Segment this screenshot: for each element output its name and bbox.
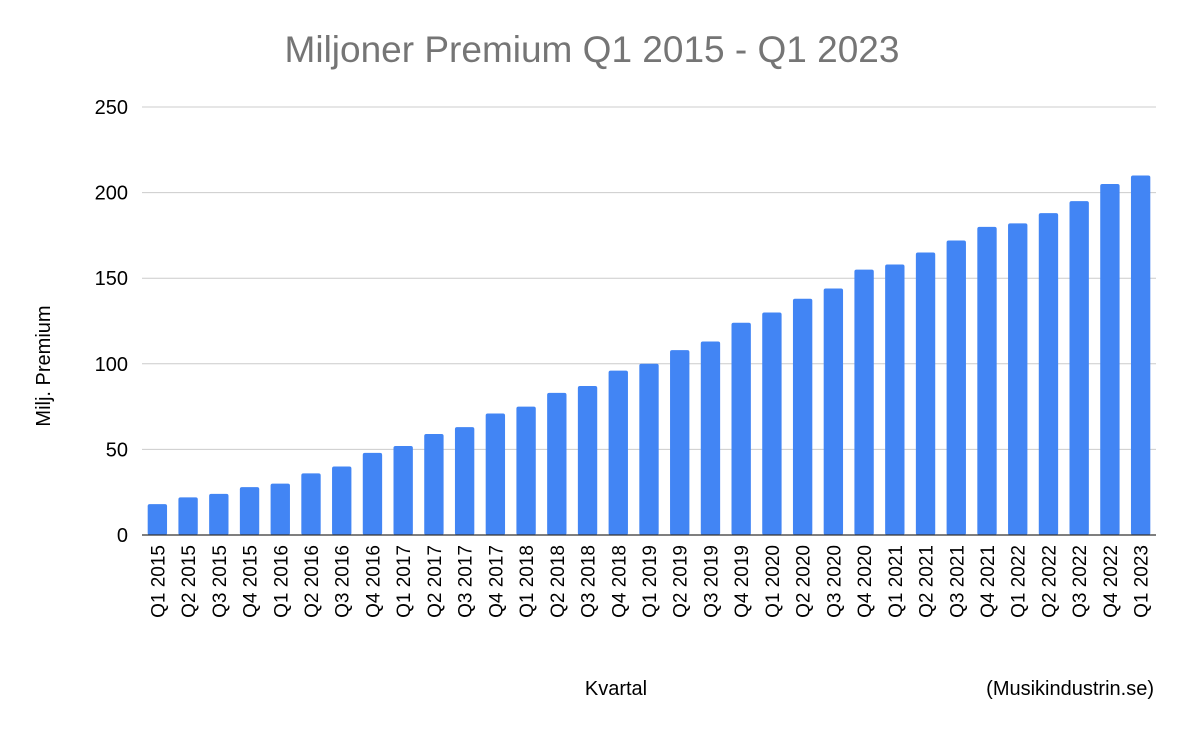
bar [792,298,813,535]
x-tick-label: Q1 2018 [517,545,538,618]
y-axis-ticks: 0 50 100 150 200 250 [95,97,128,547]
x-tick-label: Q1 2017 [394,545,415,618]
bar [485,413,506,535]
bar [915,252,936,535]
x-tick-label: Q4 2019 [732,545,753,618]
y-axis-label: Milj. Premium [33,305,55,426]
bar [301,473,321,535]
x-tick-label: Q4 2018 [609,545,630,618]
bar [239,487,260,535]
x-tick-label: Q1 2020 [763,545,784,618]
x-tick-label: Q4 2016 [363,545,384,618]
x-tick-label: Q1 2015 [148,545,169,618]
bar [332,466,352,535]
bar [731,322,751,535]
x-tick-label: Q1 2023 [1132,545,1153,618]
x-tick-label: Q2 2020 [794,545,815,618]
bar [1008,223,1028,535]
bar [762,312,782,535]
x-tick-label: Q4 2017 [486,545,507,618]
x-tick-label: Q2 2022 [1039,545,1060,618]
x-tick-label: Q1 2022 [1009,545,1030,618]
x-tick-label: Q3 2022 [1070,545,1091,618]
bar [885,264,905,535]
x-tick-label: Q3 2016 [333,545,354,618]
x-tick-label: Q2 2016 [302,545,323,618]
bar [700,341,721,535]
x-tick-label: Q2 2018 [548,545,569,618]
bar [608,370,628,535]
bar [670,350,690,535]
x-tick-label: Q4 2022 [1101,545,1122,618]
x-tick-label: Q3 2021 [947,545,968,618]
bar [946,240,966,535]
bar [823,288,844,535]
y-tick-label: 250 [95,97,128,119]
x-tick-label: Q2 2015 [179,545,200,618]
x-tick-label: Q1 2019 [640,545,661,618]
bar [454,427,475,535]
bar [270,483,290,535]
y-tick-label: 150 [95,268,128,290]
y-tick-label: 50 [106,439,128,461]
x-axis-ticks: Q1 2015 Q2 2015 Q3 2015 Q4 2015 Q1 2016 Q2 20… [148,545,1152,618]
x-tick-label: Q2 2019 [671,545,692,618]
bar [516,406,536,535]
bar [1100,184,1120,536]
chart-title: Miljoner Premium Q1 2015 - Q1 2023 [285,29,900,70]
bar [393,445,413,535]
x-tick-label: Q1 2016 [271,545,292,618]
x-tick-label: Q4 2021 [978,545,999,618]
bar [424,433,444,535]
bar [147,504,168,535]
bar [1069,201,1089,535]
bar [362,452,383,535]
bar [854,269,874,535]
x-tick-label: Q1 2021 [886,545,907,618]
x-tick-label: Q3 2020 [824,545,845,618]
source-note: (Musikindustrin.se) [986,678,1154,700]
y-tick-label: 0 [117,525,128,547]
y-tick-label: 200 [95,183,128,205]
x-axis-label: Kvartal [585,678,647,700]
x-tick-label: Q4 2020 [855,545,876,618]
x-tick-label: Q3 2018 [579,545,600,618]
bars [147,175,1151,536]
bar [577,386,598,535]
x-tick-label: Q3 2015 [210,545,231,618]
bar [1038,213,1059,536]
x-tick-label: Q3 2017 [456,545,477,618]
bar [209,493,229,535]
bar [977,226,997,535]
bar [639,363,659,535]
x-tick-label: Q3 2019 [701,545,722,618]
bar [547,392,567,535]
bar [1130,175,1151,536]
x-tick-label: Q4 2015 [241,545,262,618]
x-tick-label: Q2 2021 [917,545,938,618]
bar [178,497,198,535]
x-tick-label: Q2 2017 [425,545,446,618]
y-tick-label: 100 [95,354,128,376]
